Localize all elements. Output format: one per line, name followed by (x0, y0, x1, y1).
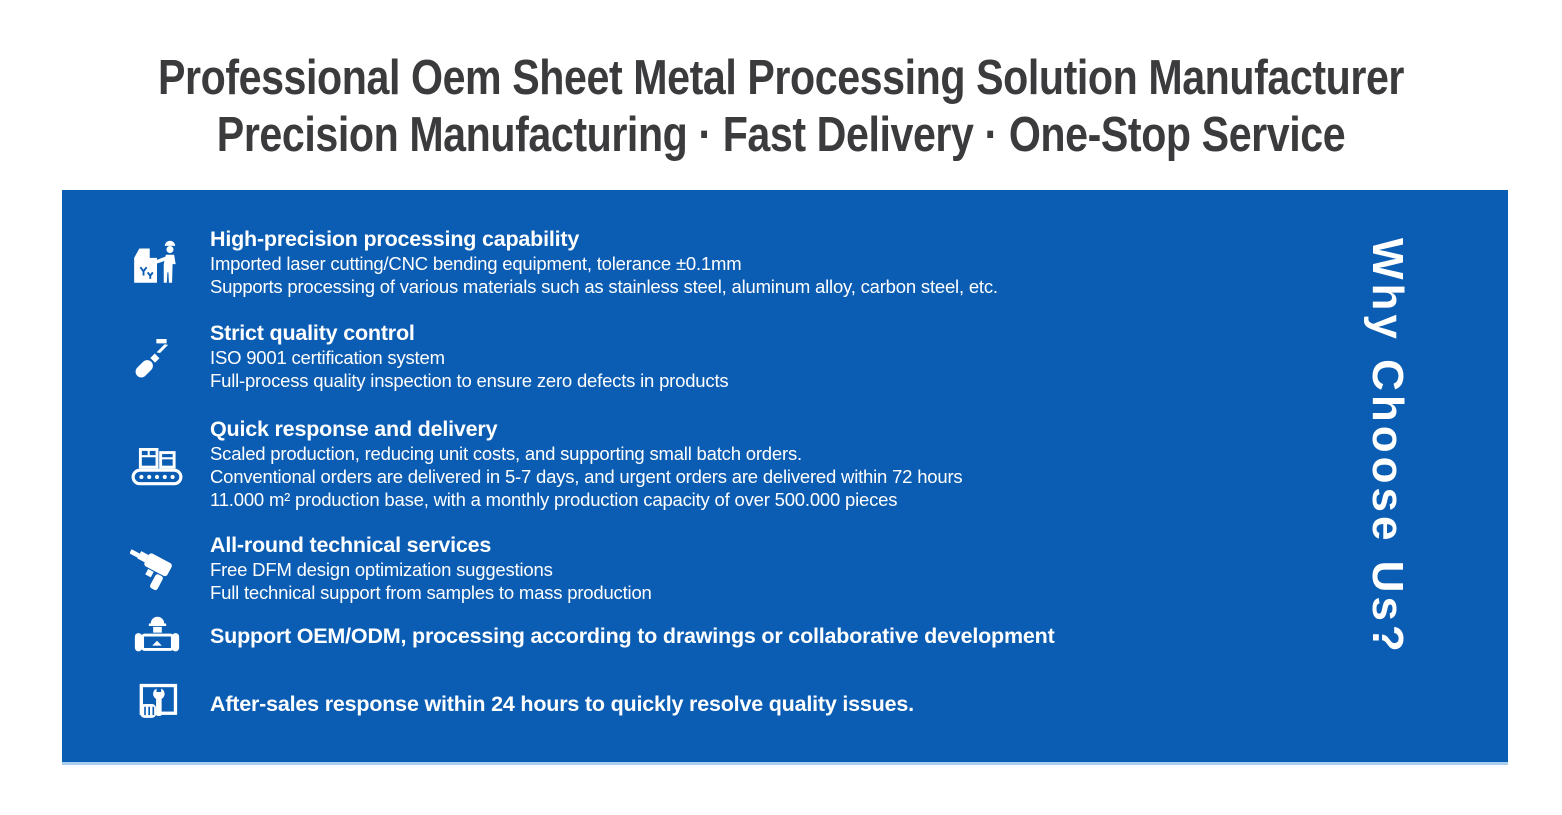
feature-texts: After-sales response within 24 hours to … (210, 691, 914, 717)
feature-line: ISO 9001 certification system (210, 347, 445, 368)
feature-item: All-round technical services Free DFM de… (130, 532, 652, 604)
why-choose-us-panel: High-precision processing capability Imp… (62, 190, 1508, 765)
feature-line: Supports processing of various materials… (210, 276, 998, 297)
feature-texts: Quick response and delivery Scaled produ… (210, 416, 963, 511)
feature-line: Scaled production, reducing unit costs, … (210, 443, 802, 464)
feature-item: Support OEM/ODM, processing according to… (130, 609, 1055, 663)
feature-title: High-precision processing capability (210, 227, 580, 251)
drill-icon (130, 541, 184, 595)
screwdriver-icon (130, 329, 184, 383)
robot-blueprint-icon (130, 609, 184, 663)
feature-title: Quick response and delivery (210, 417, 498, 441)
feature-title: Strict quality control (210, 321, 415, 345)
feature-item: High-precision processing capability Imp… (130, 226, 998, 298)
feature-line: Full-process quality inspection to ensur… (210, 370, 729, 391)
wrench-screen-icon (130, 677, 184, 731)
feature-title: After-sales response within 24 hours to … (210, 692, 914, 716)
feature-line: Conventional orders are delivered in 5-7… (210, 466, 963, 487)
feature-texts: Support OEM/ODM, processing according to… (210, 623, 1055, 649)
why-choose-us-vertical-label: Why Choose Us? (1363, 238, 1412, 656)
feature-item: Strict quality control ISO 9001 certific… (130, 320, 729, 392)
feature-line: Imported laser cutting/CNC bending equip… (210, 253, 742, 274)
page-title: Professional Oem Sheet Metal Processing … (0, 50, 1562, 164)
feature-item: After-sales response within 24 hours to … (130, 677, 914, 731)
feature-line: 11.000 m² production base, with a monthl… (210, 489, 898, 510)
feature-title: Support OEM/ODM, processing according to… (210, 624, 1055, 648)
feature-texts: All-round technical services Free DFM de… (210, 532, 652, 604)
title-line-2: Precision Manufacturing · Fast Delivery … (216, 108, 1346, 162)
feature-title: All-round technical services (210, 533, 492, 557)
operator-machine-icon (130, 235, 184, 289)
feature-line: Full technical support from samples to m… (210, 582, 652, 603)
feature-line: Free DFM design optimization suggestions (210, 559, 553, 580)
feature-texts: High-precision processing capability Imp… (210, 226, 998, 298)
conveyor-icon (130, 437, 184, 491)
feature-item: Quick response and delivery Scaled produ… (130, 416, 963, 511)
title-line-1: Professional Oem Sheet Metal Processing … (157, 51, 1405, 105)
feature-texts: Strict quality control ISO 9001 certific… (210, 320, 729, 392)
